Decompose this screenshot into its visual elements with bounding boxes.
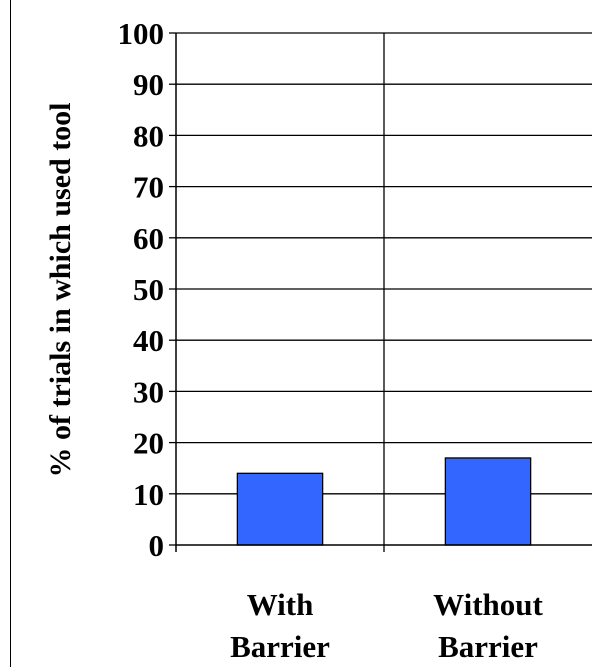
bars — [236, 457, 532, 546]
y-tick-label-10: 10 — [133, 477, 164, 512]
y-tick-label-90: 90 — [133, 67, 164, 102]
category-label-1-line-1: Barrier — [438, 629, 538, 664]
y-tick-label-100: 100 — [118, 16, 165, 51]
category-label-0-line-0: With — [247, 587, 314, 622]
y-tick-label-20: 20 — [133, 426, 164, 461]
y-tick-label-50: 50 — [133, 272, 164, 307]
axes — [169, 32, 592, 552]
y-tick-label-60: 60 — [133, 221, 164, 256]
bar-1 — [444, 457, 532, 546]
y-axis-title: % of trials in which used tool — [44, 102, 77, 477]
category-labels: With Barrier Without Barrier — [230, 587, 543, 664]
category-label-1-line-0: Without — [433, 587, 543, 622]
bar-0 — [236, 472, 324, 546]
y-tick-label-0: 0 — [149, 528, 165, 563]
y-tick-label-40: 40 — [133, 323, 164, 358]
y-tick-labels: 0 10 20 30 40 50 60 70 80 90 100 — [118, 16, 165, 563]
y-tick-label-70: 70 — [133, 170, 164, 205]
category-label-0-line-1: Barrier — [230, 629, 330, 664]
y-tick-label-80: 80 — [133, 118, 164, 153]
y-tick-label-30: 30 — [133, 374, 164, 409]
page-left-border — [10, 0, 11, 667]
